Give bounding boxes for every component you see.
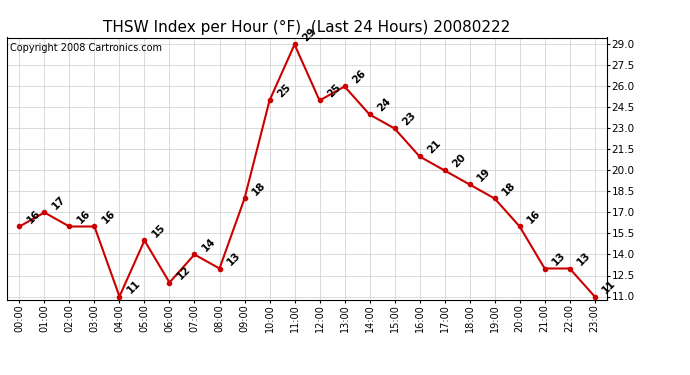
Text: 11: 11 <box>600 278 618 296</box>
Text: 12: 12 <box>175 264 193 282</box>
Text: 11: 11 <box>125 278 142 296</box>
Text: 18: 18 <box>250 180 268 198</box>
Text: 16: 16 <box>25 209 42 226</box>
Text: 15: 15 <box>150 222 168 240</box>
Text: 13: 13 <box>575 251 593 268</box>
Text: 16: 16 <box>525 209 542 226</box>
Title: THSW Index per Hour (°F)  (Last 24 Hours) 20080222: THSW Index per Hour (°F) (Last 24 Hours)… <box>104 20 511 35</box>
Text: 23: 23 <box>400 110 417 128</box>
Text: 13: 13 <box>550 251 568 268</box>
Text: 29: 29 <box>300 27 317 44</box>
Text: 26: 26 <box>350 68 368 86</box>
Text: 20: 20 <box>450 152 468 170</box>
Text: 19: 19 <box>475 166 493 184</box>
Text: Copyright 2008 Cartronics.com: Copyright 2008 Cartronics.com <box>10 43 162 53</box>
Text: 18: 18 <box>500 180 518 198</box>
Text: 16: 16 <box>100 209 117 226</box>
Text: 13: 13 <box>225 251 242 268</box>
Text: 25: 25 <box>275 82 293 100</box>
Text: 25: 25 <box>325 82 342 100</box>
Text: 14: 14 <box>200 236 217 254</box>
Text: 24: 24 <box>375 96 393 114</box>
Text: 16: 16 <box>75 209 92 226</box>
Text: 17: 17 <box>50 194 68 212</box>
Text: 21: 21 <box>425 138 442 156</box>
